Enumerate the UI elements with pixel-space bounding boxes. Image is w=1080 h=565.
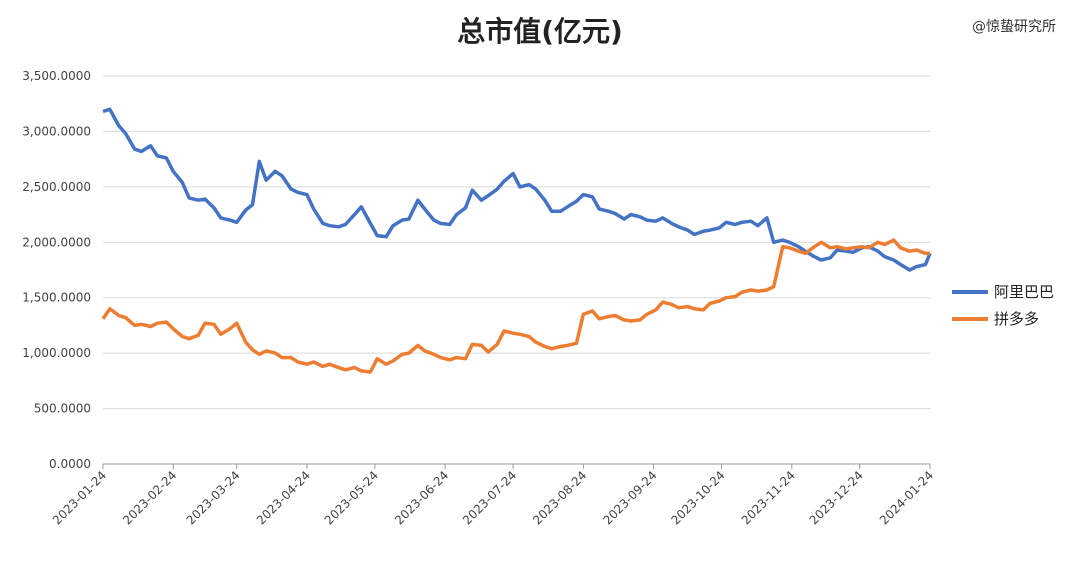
watermark: @惊蛰研究所 <box>972 19 1056 35</box>
x-tick-label: 2023-02-24 <box>120 468 179 527</box>
legend-label: 阿里巴巴 <box>994 283 1054 301</box>
x-tick-label: 2023-04-24 <box>254 468 313 527</box>
series-lines <box>101 107 932 374</box>
x-tick-label: 2023-03-24 <box>184 468 243 527</box>
y-tick-label: 3,500.0000 <box>22 69 91 83</box>
series-line-拼多多 <box>101 238 930 374</box>
x-tick-label: 2023-10-24 <box>668 468 727 527</box>
y-tick-label: 3,000.0000 <box>22 124 91 138</box>
y-tick-label: 500.0000 <box>34 402 91 416</box>
x-tick-label: 2024-01-24 <box>877 468 936 527</box>
legend-label: 拼多多 <box>994 310 1039 328</box>
y-tick-label: 2,500.0000 <box>22 180 91 194</box>
x-tick-label: 2023-07-24 <box>460 468 519 527</box>
y-tick-label: 1,500.0000 <box>22 291 91 305</box>
gridlines <box>103 75 930 465</box>
x-axis: 2023-01-24 2023-02-24 2023-03-24 2023-04-24… <box>50 464 936 527</box>
series-line-阿里巴巴 <box>102 107 932 272</box>
x-tick-label: 2023-12-24 <box>807 468 866 527</box>
x-tick-label: 2023-08-24 <box>530 468 589 527</box>
chart-title: 总市值(亿元) <box>457 15 623 48</box>
x-tick-label: 2023-05-24 <box>322 468 381 527</box>
y-tick-label: 0.0000 <box>49 457 91 471</box>
x-tick-label: 2023-09-24 <box>600 468 659 527</box>
y-tick-label: 2,000.0000 <box>22 235 91 249</box>
x-tick-label: 2023-06-24 <box>392 468 451 527</box>
y-axis: 0.0000 500.0000 1,000.0000 1,500.0000 2,000.… <box>22 69 91 471</box>
x-tick-label: 2023-11-24 <box>739 468 798 527</box>
y-tick-label: 1,000.0000 <box>22 346 91 360</box>
x-tick-label: 2023-01-24 <box>50 468 109 527</box>
